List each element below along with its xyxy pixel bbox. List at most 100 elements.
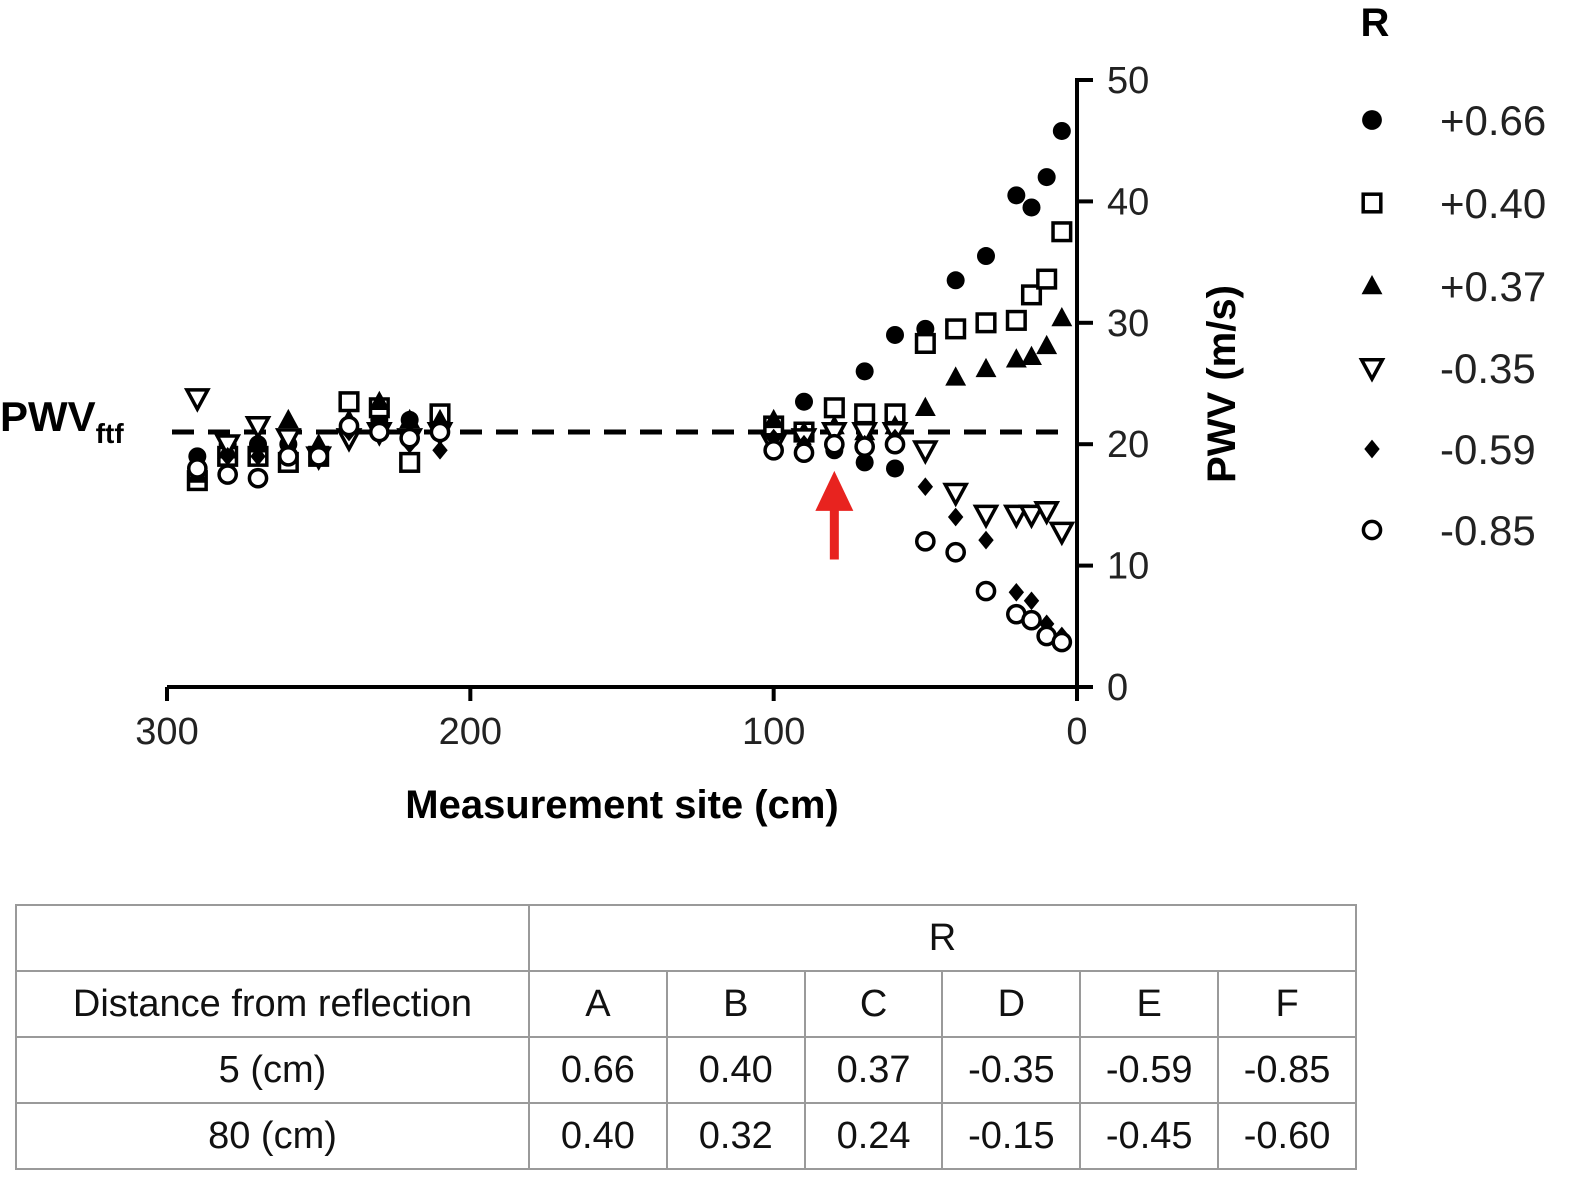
table-corner-cell: [15, 904, 530, 972]
data-point: [942, 482, 970, 508]
series-+0.66: [188, 121, 1071, 478]
data-point: [886, 459, 904, 478]
legend-item: +0.66: [1362, 97, 1546, 144]
table-cell: 0.40: [665, 1036, 806, 1104]
data-point: [884, 433, 906, 455]
data-point: [915, 530, 936, 552]
data-point: [914, 396, 936, 417]
data-point: [1008, 582, 1025, 602]
data-point: [854, 403, 876, 425]
data-point: [1007, 186, 1026, 205]
data-point: [795, 392, 813, 411]
y-axis-title: PWV (m/s): [1200, 285, 1244, 483]
data-point: [823, 397, 845, 419]
data-point: [1005, 309, 1027, 331]
x-tick-label: 0: [1066, 711, 1087, 753]
data-point: [1051, 306, 1073, 327]
data-point: [793, 442, 815, 464]
axes: 300 200 100 00 10 20 30 40 50: [135, 60, 1149, 753]
table-header-row: R: [15, 904, 1357, 972]
data-points: [183, 121, 1076, 653]
data-point: [338, 391, 360, 413]
legend-label: +0.66: [1440, 97, 1546, 144]
data-point: [1033, 500, 1061, 526]
reflection-coefficient-table: R Distance from reflection A B C D E F 5…: [15, 904, 1357, 1170]
data-point: [187, 458, 208, 479]
table-col-header: D: [941, 970, 1082, 1038]
data-point: [308, 446, 329, 467]
arrow-annotation: [815, 470, 854, 560]
data-point: [277, 408, 299, 429]
table-cell: 0.40: [528, 1102, 668, 1170]
table-cell: 0.24: [803, 1102, 944, 1170]
y-tick-label: 50: [1107, 60, 1149, 102]
data-point: [1037, 168, 1056, 187]
reference-line-label-main: PWV: [0, 393, 96, 440]
legend-marker: [1362, 110, 1382, 130]
data-point: [399, 427, 420, 449]
table-row: 80 (cm) 0.40 0.32 0.24 -0.15 -0.45 -0.60: [15, 1102, 1357, 1170]
x-tick-label: 300: [135, 711, 198, 753]
table-cell: -0.85: [1217, 1036, 1357, 1104]
data-point: [972, 504, 1000, 530]
data-point: [399, 408, 421, 429]
table-row-label: 5 (cm): [15, 1036, 530, 1104]
legend-label: +0.40: [1440, 180, 1546, 227]
data-point: [247, 467, 269, 489]
data-point: [274, 428, 302, 453]
data-point: [1036, 334, 1058, 355]
data-point: [763, 408, 785, 429]
data-point: [886, 325, 904, 344]
data-point: [945, 541, 966, 563]
legend-marker: [1361, 519, 1383, 541]
data-point: [855, 453, 874, 472]
legend-title: R: [1361, 1, 1390, 45]
series--0.85: [187, 415, 1073, 653]
x-tick-label: 200: [439, 711, 502, 753]
data-point: [399, 451, 421, 473]
data-point: [977, 247, 995, 266]
y-tick-label: 20: [1107, 424, 1149, 466]
data-point: [429, 421, 451, 443]
data-point: [1051, 221, 1073, 243]
table-cell: -0.60: [1217, 1102, 1357, 1170]
data-point: [1005, 348, 1027, 368]
table-column-header-row: Distance from reflection A B C D E F: [15, 970, 1357, 1038]
legend-item: -0.35: [1358, 345, 1536, 392]
data-point: [824, 433, 845, 455]
table-cell: -0.15: [941, 1102, 1082, 1170]
data-point: [217, 464, 238, 485]
legend-label: -0.35: [1440, 345, 1536, 392]
data-point: [1036, 268, 1058, 290]
data-point: [945, 366, 967, 386]
data-point: [917, 477, 934, 497]
data-point: [368, 390, 390, 410]
table-col-header: C: [803, 970, 944, 1038]
table-cell: 0.66: [528, 1036, 668, 1104]
table-cell: 0.37: [803, 1036, 944, 1104]
legend-label: +0.37: [1440, 263, 1546, 310]
x-axis-title: Measurement site (cm): [405, 783, 838, 827]
data-point: [1021, 345, 1042, 366]
data-point: [911, 440, 939, 465]
data-point: [975, 357, 997, 378]
table-cell: -0.35: [941, 1036, 1082, 1104]
data-point: [1023, 591, 1040, 611]
data-point: [244, 415, 272, 441]
data-point: [1048, 521, 1076, 547]
data-point: [1018, 504, 1045, 530]
reference-line-label: PWVftf: [0, 393, 124, 449]
table-col-header: A: [528, 970, 668, 1038]
data-point: [250, 446, 266, 466]
data-point: [338, 415, 360, 437]
data-point: [1021, 609, 1042, 631]
y-tick-label: 40: [1107, 181, 1149, 223]
legend-marker: [1361, 275, 1383, 295]
data-point: [975, 580, 997, 602]
reference-line-label-sub: ftf: [96, 418, 125, 449]
data-point: [978, 530, 994, 550]
legend-label: -0.85: [1440, 507, 1536, 554]
data-point: [369, 421, 390, 443]
data-point: [1020, 284, 1043, 306]
table-cell: -0.59: [1079, 1036, 1220, 1104]
